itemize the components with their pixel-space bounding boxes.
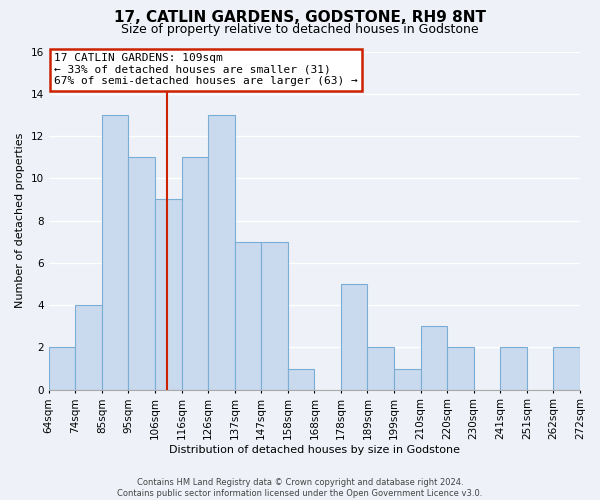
- Bar: [261, 242, 288, 390]
- Bar: [128, 157, 155, 390]
- Bar: [208, 115, 235, 390]
- X-axis label: Distribution of detached houses by size in Godstone: Distribution of detached houses by size …: [169, 445, 460, 455]
- Bar: [102, 115, 128, 390]
- Bar: [288, 368, 314, 390]
- Bar: [394, 368, 421, 390]
- Text: 17, CATLIN GARDENS, GODSTONE, RH9 8NT: 17, CATLIN GARDENS, GODSTONE, RH9 8NT: [114, 10, 486, 25]
- Bar: [182, 157, 208, 390]
- Bar: [447, 348, 474, 390]
- Text: 17 CATLIN GARDENS: 109sqm
← 33% of detached houses are smaller (31)
67% of semi-: 17 CATLIN GARDENS: 109sqm ← 33% of detac…: [54, 53, 358, 86]
- Bar: [155, 200, 182, 390]
- Bar: [367, 348, 394, 390]
- Bar: [341, 284, 367, 390]
- Bar: [500, 348, 527, 390]
- Bar: [553, 348, 580, 390]
- Y-axis label: Number of detached properties: Number of detached properties: [15, 133, 25, 308]
- Bar: [421, 326, 447, 390]
- Bar: [235, 242, 261, 390]
- Bar: [75, 305, 102, 390]
- Text: Size of property relative to detached houses in Godstone: Size of property relative to detached ho…: [121, 22, 479, 36]
- Bar: [49, 348, 75, 390]
- Text: Contains HM Land Registry data © Crown copyright and database right 2024.
Contai: Contains HM Land Registry data © Crown c…: [118, 478, 482, 498]
